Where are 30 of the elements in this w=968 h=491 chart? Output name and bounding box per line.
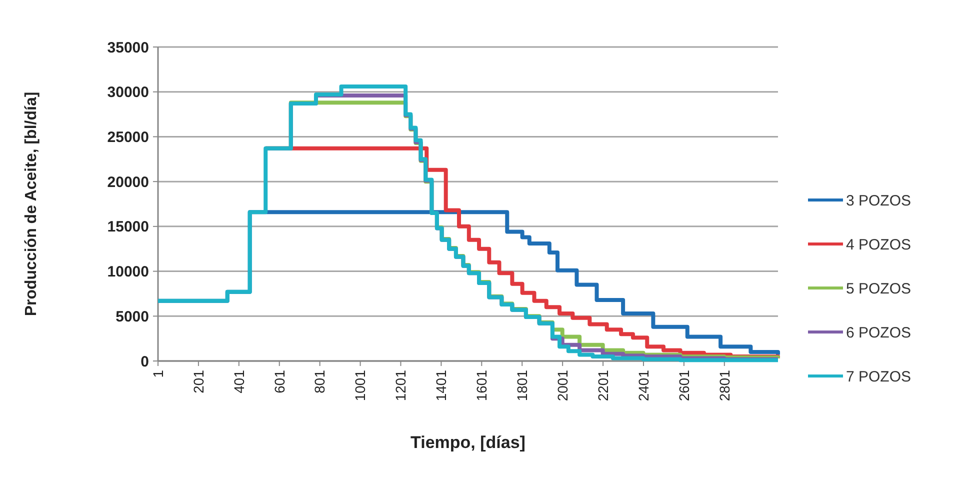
- y-tick-label: 5000: [116, 308, 149, 326]
- x-tick-label: 2401: [635, 370, 652, 402]
- x-tick-label: 1401: [433, 370, 450, 402]
- x-tick-label: 2201: [594, 370, 611, 402]
- legend-label: 5 POZOS: [846, 280, 912, 298]
- legend-label: 6 POZOS: [846, 324, 912, 342]
- x-tick-label: 601: [271, 370, 288, 394]
- x-tick-label: 1: [150, 370, 166, 378]
- x-tick-label: 401: [230, 370, 247, 394]
- x-tick-label: 1801: [514, 370, 530, 402]
- x-tick-label: 2801: [716, 370, 732, 402]
- y-tick-label: 15000: [107, 218, 149, 236]
- y-axis-title: Producción de Aceite, [bl/día]: [23, 92, 40, 316]
- y-tick-label: 10000: [107, 264, 149, 281]
- y-tick-label: 35000: [107, 39, 149, 56]
- legend-label: 7 POZOS: [846, 368, 912, 386]
- y-tick-label: 20000: [107, 174, 149, 191]
- x-tick-label: 1601: [474, 370, 490, 402]
- x-axis-title: Tiempo, [días]: [410, 433, 526, 452]
- legend-label: 3 POZOS: [846, 192, 912, 210]
- y-tick-label: 0: [140, 353, 149, 370]
- x-tick-label: 2001: [554, 370, 570, 402]
- legend-label: 4 POZOS: [846, 236, 912, 254]
- x-tick-label: 2601: [676, 370, 692, 402]
- x-tick-label: 801: [312, 370, 328, 394]
- y-tick-label: 25000: [107, 128, 149, 146]
- y-tick-label: 30000: [107, 84, 149, 102]
- x-tick-label: 201: [190, 370, 206, 394]
- x-tick-label: 1001: [352, 370, 368, 402]
- x-tick-label: 1201: [392, 370, 409, 402]
